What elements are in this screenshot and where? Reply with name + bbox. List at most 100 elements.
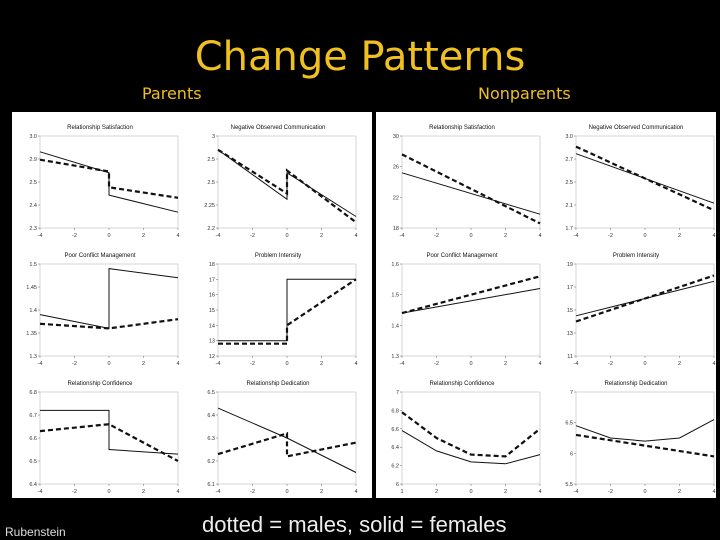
y-tick-label: 6.6 [29, 436, 37, 442]
x-tick-label: 2 [678, 489, 681, 495]
x-tick-label: 2 [142, 361, 145, 367]
x-tick-label: 2 [320, 489, 323, 495]
y-tick-label: 6 [570, 451, 573, 457]
x-tick-label: 4 [176, 361, 179, 367]
series-line-males [217, 148, 357, 224]
x-tick-label: 2 [320, 361, 323, 367]
x-tick-label: 0 [285, 233, 288, 239]
x-tick-label: -2 [250, 489, 255, 495]
x-tick-label: -4 [38, 489, 43, 495]
chart-title: Negative Observed Communication [231, 125, 326, 131]
chart-nonparents-poor-conflict-management: Poor Conflict Management 1.6 1.5 1.4 1.3 -4 -2… [378, 246, 546, 375]
x-tick-label: 2 [320, 233, 323, 239]
x-tick-label: -2 [434, 361, 439, 367]
x-tick-label: 0 [107, 361, 110, 367]
y-tick-label: 2.2 [207, 226, 215, 232]
chart-title: Problem Intensity [613, 253, 659, 259]
x-tick-label: 4 [354, 361, 357, 367]
x-tick-label: -4 [574, 361, 579, 367]
parents-header: Parents [142, 84, 202, 103]
y-tick-label: 3.0 [565, 134, 573, 140]
y-tick-label: 3 [212, 134, 215, 140]
chart-nonparents-problem-intensity: Problem Intensity 19 17 15 13 11 -4 -2 0 2 4 [552, 246, 720, 375]
y-tick-label: 14 [209, 323, 215, 329]
chart-title: Relationship Confidence [429, 381, 495, 387]
y-tick-label: 6.3 [207, 436, 215, 442]
chart-title: Relationship Confidence [67, 381, 133, 387]
chart-svg: Negative Observed Communication 3.0 2.7 2.5… [565, 125, 715, 239]
x-tick-label: -4 [400, 233, 405, 239]
chart-parents-negative-observed-communication: Negative Observed Communication 3 2.5 2.5 2.… [194, 118, 362, 247]
x-tick-label: 4 [354, 489, 357, 495]
y-tick-label: 2.1 [565, 203, 573, 209]
y-tick-label: 2.7 [565, 157, 573, 163]
y-tick-label: 2.4 [29, 203, 37, 209]
x-tick-label: -2 [72, 233, 77, 239]
y-tick-label: 17 [209, 277, 215, 283]
x-tick-label: 2 [678, 361, 681, 367]
y-tick-label: 1.45 [26, 285, 37, 291]
chart-nonparents-relationship-confidence: Relationship Confidence 7 6.8 6.6 6.4 6.2 6 1 2 0… [378, 374, 546, 503]
y-tick-label: 12 [209, 354, 215, 360]
chart-title: Negative Observed Communication [589, 125, 684, 131]
x-tick-label: 2 [435, 489, 438, 495]
series-line-males [575, 145, 715, 212]
series-line-females [40, 409, 179, 455]
y-tick-label: 5.5 [565, 482, 573, 488]
plot-frame [401, 263, 541, 357]
chart-parents-problem-intensity: Problem Intensity 18 17 16 15 14 13 12 -4 -2 0 2 4 [194, 246, 362, 375]
chart-title: Relationship Satisfaction [429, 125, 495, 131]
y-tick-label: 13 [209, 339, 215, 345]
x-tick-label: 4 [538, 233, 541, 239]
series-line-males [218, 278, 357, 345]
chart-svg: Relationship Satisfaction 3.0 2.9 2.5 2.4 2.3… [29, 125, 179, 239]
y-tick-label: 1.3 [29, 354, 37, 360]
chart-title: Relationship Dedication [246, 381, 309, 387]
chart-svg: Problem Intensity 19 17 15 13 11-4 -2 0 2 4 [567, 253, 716, 367]
nonparents-panel [376, 112, 716, 498]
x-tick-label: 0 [643, 233, 646, 239]
y-tick-label: 6.2 [207, 459, 215, 465]
y-tick-label: 3.0 [29, 134, 37, 140]
x-tick-label: 4 [538, 489, 541, 495]
x-tick-label: 0 [285, 489, 288, 495]
x-tick-label: 0 [469, 233, 472, 239]
x-tick-label: 0 [107, 233, 110, 239]
x-tick-label: 4 [712, 489, 715, 495]
chart-title: Relationship Satisfaction [67, 125, 133, 131]
chart-parents-relationship-satisfaction: Relationship Satisfaction 3.0 2.9 2.5 2.4 2.3… [16, 118, 184, 247]
y-tick-label: 1.5 [29, 262, 37, 268]
series-line-males [575, 433, 715, 458]
x-tick-label: -4 [38, 233, 43, 239]
x-tick-label: 4 [354, 233, 357, 239]
y-tick-label: 1.35 [26, 331, 37, 337]
x-tick-label: -4 [216, 233, 221, 239]
x-tick-label: -4 [574, 489, 579, 495]
y-tick-label: 13 [567, 331, 573, 337]
y-tick-label: 6.8 [29, 390, 37, 396]
x-tick-label: -2 [608, 489, 613, 495]
series-line-males [401, 411, 541, 458]
y-tick-label: 1.7 [565, 226, 573, 232]
y-tick-label: 22 [393, 195, 399, 201]
x-tick-label: 4 [712, 361, 715, 367]
y-tick-label: 1.4 [391, 323, 399, 329]
nonparents-header: Nonparents [478, 84, 571, 103]
y-tick-label: 2.5 [565, 180, 573, 186]
x-tick-label: 4 [176, 489, 179, 495]
x-tick-label: -4 [574, 233, 579, 239]
series-line-females [575, 419, 715, 442]
legend-caption: dotted = males, solid = females [202, 512, 507, 537]
chart-title: Problem Intensity [255, 253, 301, 259]
x-tick-label: 2 [504, 361, 507, 367]
series-line-males [39, 423, 179, 462]
x-tick-label: -2 [608, 233, 613, 239]
x-tick-label: 0 [643, 489, 646, 495]
y-tick-label: 2.5 [29, 180, 37, 186]
y-tick-label: 6.5 [29, 459, 37, 465]
chart-svg: Negative Observed Communication 3 2.5 2.5 2.… [204, 125, 357, 239]
y-tick-label: 2.25 [204, 203, 215, 209]
series-line-females [401, 430, 541, 465]
x-tick-label: 0 [107, 489, 110, 495]
chart-nonparents-relationship-satisfaction: Relationship Satisfaction 30 26 22 18 -4 -2 0 2 4 [378, 118, 546, 247]
